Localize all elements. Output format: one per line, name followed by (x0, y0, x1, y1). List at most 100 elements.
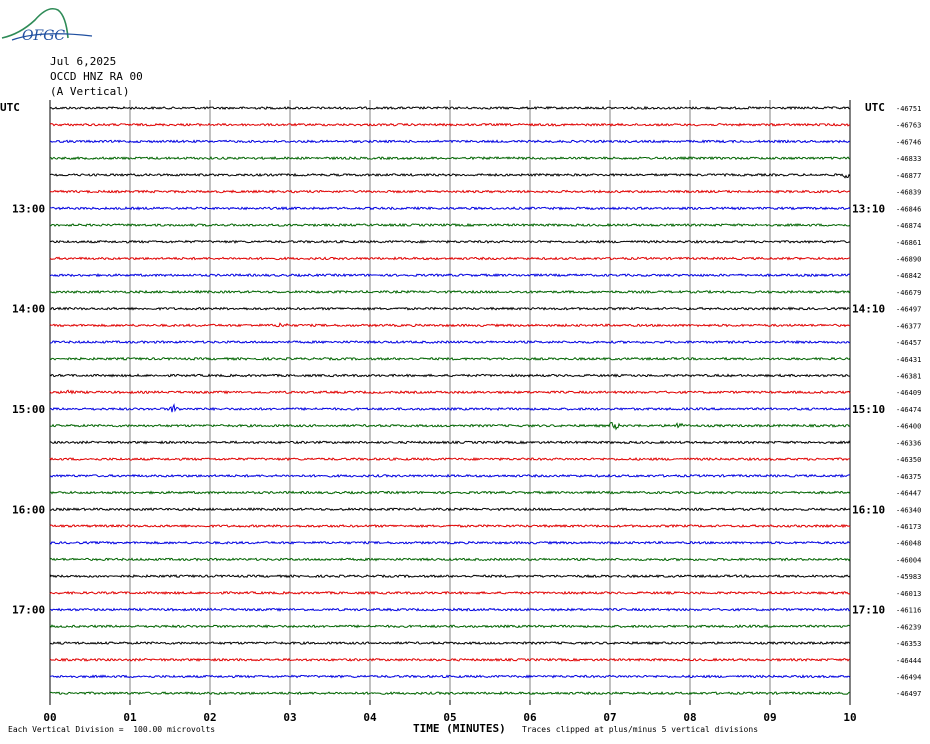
scale-note: Each Vertical Division = 100.00 microvol… (8, 725, 216, 734)
trace-line (49, 640, 851, 646)
trace-line (49, 590, 851, 596)
date-label: Jul 6,2025 (50, 55, 117, 68)
right-time-label: 15:10 (852, 403, 885, 416)
trace-offset-label: -46763 (896, 122, 921, 130)
trace-offset-label: -46173 (896, 523, 921, 531)
trace-offset-label: -46340 (896, 506, 921, 514)
trace-line (49, 289, 851, 294)
right-time-label: 17:10 (852, 604, 885, 617)
trace-offset-label: -46375 (896, 473, 921, 481)
ofgc-logo: OFGC (1, 7, 93, 44)
logo-swoosh-icon (11, 33, 93, 41)
trace-line (49, 105, 851, 111)
x-tick-label: 01 (123, 711, 137, 724)
trace-offset-label: -46494 (896, 673, 921, 681)
trace-offset-label: -46497 (896, 690, 921, 698)
trace-offset-label: -46833 (896, 155, 921, 163)
trace-line (49, 507, 851, 512)
trace-offset-label: -46004 (896, 556, 921, 564)
trace-line (49, 206, 851, 211)
trace-line (49, 691, 851, 696)
trace-line (49, 674, 851, 679)
trace-offset-label: -46846 (896, 205, 921, 213)
trace-line (49, 624, 851, 629)
trace-offset-label: -46400 (896, 423, 921, 431)
trace-offset-label: -46447 (896, 490, 921, 498)
trace-line (49, 389, 851, 395)
trace-offset-label: -46381 (896, 373, 921, 381)
trace-offset-label: -46013 (896, 590, 921, 598)
trace-offset-label: -46877 (896, 172, 921, 180)
right-time-label: 16:10 (852, 503, 885, 516)
trace-offset-label: -46874 (896, 222, 921, 230)
clip-note: Traces clipped at plus/minus 5 vertical … (522, 725, 759, 734)
trace-line (49, 306, 851, 311)
trace-line (49, 574, 851, 579)
trace-offset-label: -46336 (896, 439, 921, 447)
trace-offset-label: -46350 (896, 456, 921, 464)
trace-line (49, 272, 851, 278)
x-tick-label: 05 (443, 711, 456, 724)
trace-offset-label: -46861 (896, 239, 921, 247)
trace-line (49, 490, 851, 495)
trace-line (49, 403, 851, 413)
trace-line (49, 456, 851, 462)
left-time-label: 17:00 (12, 604, 45, 617)
trace-offset-label: -46239 (896, 623, 921, 631)
station-label: OCCD HNZ RA 00 (50, 70, 143, 83)
trace-offset-label: -46377 (896, 322, 921, 330)
trace-line (49, 256, 851, 261)
logo-mountain-icon (1, 7, 69, 39)
trace-line (49, 523, 851, 529)
trace-line (49, 139, 851, 144)
trace-offset-label: -46474 (896, 406, 921, 414)
x-tick-label: 08 (683, 711, 696, 724)
trace-line (49, 339, 851, 345)
trace-offset-label: -46890 (896, 255, 921, 263)
trace-offset-label: -46353 (896, 640, 921, 648)
x-axis-title: TIME (MINUTES) (413, 722, 506, 735)
left-time-label: 13:00 (12, 202, 45, 215)
left-utc-label: UTC (0, 101, 20, 114)
trace-line (49, 356, 851, 361)
left-time-label: 15:00 (12, 403, 45, 416)
trace-offset-label: -46497 (896, 306, 921, 314)
x-tick-label: 07 (603, 711, 616, 724)
trace-line (49, 607, 851, 612)
trace-line (49, 540, 851, 545)
trace-line (49, 473, 851, 479)
trace-line (49, 440, 851, 445)
x-tick-label: 03 (283, 711, 296, 724)
trace-offset-label: -46842 (896, 272, 921, 280)
trace-offset-label: -46444 (896, 657, 921, 665)
x-tick-label: 09 (763, 711, 776, 724)
right-time-label: 13:10 (852, 202, 885, 215)
x-tick-label: 04 (363, 711, 377, 724)
trace-line (49, 189, 851, 194)
right-utc-label: UTC (865, 101, 885, 114)
trace-line (49, 657, 851, 662)
component-label: (A Vertical) (50, 85, 130, 98)
trace-line (49, 557, 851, 562)
trace-offset-label: -46048 (896, 540, 921, 548)
trace-offset-label: -45983 (896, 573, 921, 581)
trace-offset-label: -46679 (896, 289, 921, 297)
trace-line (49, 373, 851, 378)
trace-offset-label: -46431 (896, 356, 921, 364)
trace-offset-label: -46457 (896, 339, 921, 347)
left-time-label: 14:00 (12, 303, 45, 316)
trace-offset-label: -46751 (896, 105, 921, 113)
trace-line (49, 422, 851, 431)
x-tick-label: 00 (43, 711, 56, 724)
trace-line (49, 156, 851, 161)
right-time-label: 14:10 (852, 303, 885, 316)
trace-offset-label: -46409 (896, 389, 921, 397)
trace-line (49, 172, 851, 179)
left-time-label: 16:00 (12, 503, 45, 516)
logo-text: OFGC (22, 28, 65, 44)
trace-line (49, 122, 851, 127)
x-tick-label: 06 (523, 711, 537, 724)
trace-offset-label: -46116 (896, 607, 921, 615)
trace-line (49, 239, 851, 244)
